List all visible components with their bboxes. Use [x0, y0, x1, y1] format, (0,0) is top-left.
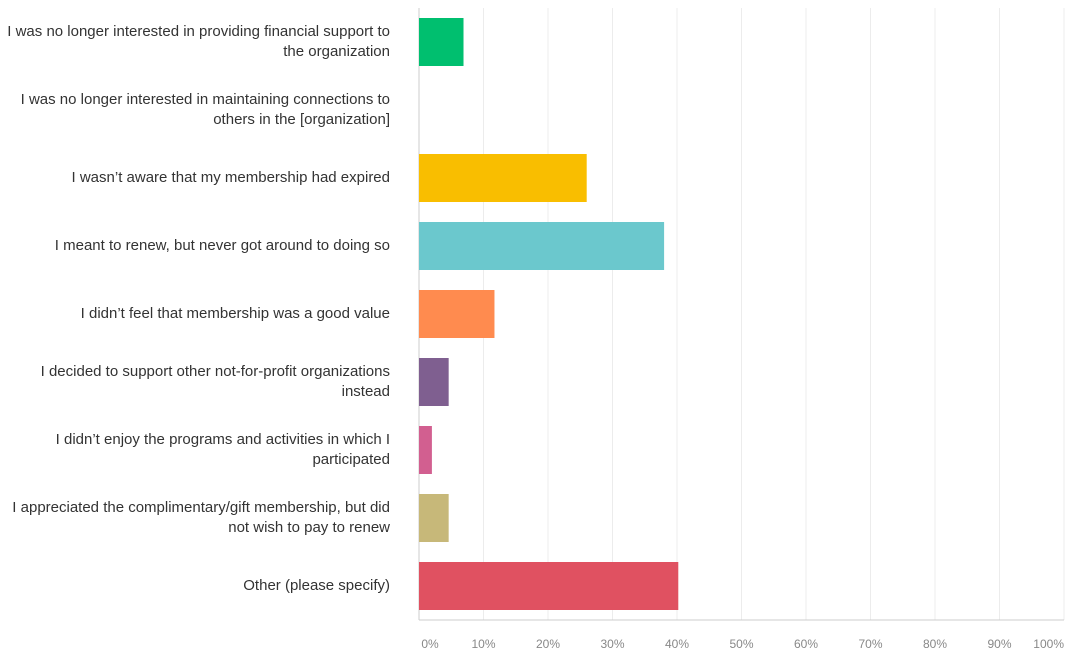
x-tick-label: 70%: [858, 637, 882, 651]
bar: [419, 154, 587, 202]
category-label: I meant to renew, but never got around t…: [54, 237, 390, 254]
x-tick-label: 50%: [729, 637, 753, 651]
bar: [419, 494, 449, 542]
category-label: I didn’t feel that membership was a good…: [80, 305, 390, 322]
x-tick-label: 10%: [471, 637, 495, 651]
bar: [419, 358, 449, 406]
x-tick-label: 0%: [421, 637, 439, 651]
category-label: I was no longer interested in providing …: [7, 23, 390, 60]
x-tick-label: 80%: [923, 637, 947, 651]
category-label: I wasn’t aware that my membership had ex…: [71, 169, 390, 186]
x-tick-label: 40%: [665, 637, 689, 651]
bar: [419, 562, 679, 610]
bar: [419, 222, 665, 270]
x-tick-label: 60%: [794, 637, 818, 651]
category-label: Other (please specify): [243, 577, 390, 594]
x-tick-label: 90%: [987, 637, 1011, 651]
category-label: I decided to support other not-for-profi…: [40, 363, 390, 400]
bar: [419, 426, 432, 474]
x-tick-label: 30%: [600, 637, 624, 651]
x-tick-label: 20%: [536, 637, 560, 651]
x-tick-label: 100%: [1033, 637, 1064, 651]
category-label: I didn’t enjoy the programs and activiti…: [55, 431, 390, 468]
category-label: I appreciated the complimentary/gift mem…: [12, 499, 390, 536]
bar: [419, 290, 495, 338]
bar: [419, 18, 464, 66]
category-label: I was no longer interested in maintainin…: [20, 91, 390, 128]
